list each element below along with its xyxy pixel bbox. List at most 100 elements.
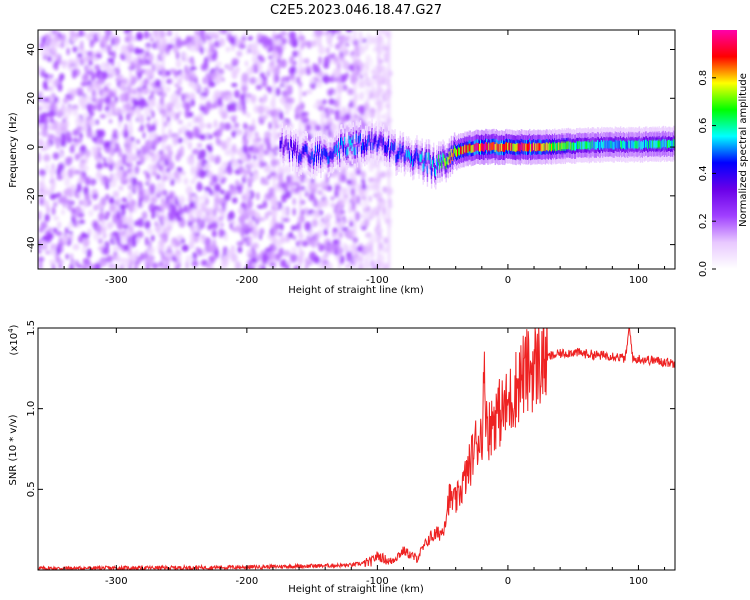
spectrogram-cell <box>84 176 91 186</box>
spectrogram-ridge-cell <box>484 143 486 152</box>
snr-y-tick-label: 0.5 <box>26 481 37 497</box>
spectrogram-cell <box>235 224 240 233</box>
spectrogram-ridge-cell <box>354 147 357 156</box>
spectrogram-cell <box>234 261 242 269</box>
spectrogram-cell <box>51 206 56 216</box>
spectrogram-cell <box>100 196 107 207</box>
spectrogram-cell <box>332 227 338 234</box>
spectrogram-ridge-cell <box>414 153 416 162</box>
spectrogram-cell <box>192 252 198 260</box>
spectrogram-cell <box>324 221 331 229</box>
spectrogram-cell <box>164 158 169 167</box>
spectrogram-ridge-cell <box>339 151 341 159</box>
spectrogram-ridge-cell <box>345 146 347 155</box>
spectrogram-ridge-cell <box>326 151 328 160</box>
snr-series-line <box>38 328 675 570</box>
spectrogram-cell <box>208 189 214 196</box>
snr-scale-suffix: ) <box>9 324 20 328</box>
spectrogram-ridge-cell <box>393 144 395 153</box>
spectrogram-cell <box>76 87 83 92</box>
colorbar-tick-label: 0.2 <box>698 213 709 229</box>
spectrogram-cell <box>257 105 265 115</box>
spectrogram-cell <box>132 88 138 96</box>
spectrogram-cell <box>247 253 255 259</box>
spectrogram-cell <box>91 146 98 152</box>
spectrogram-cell <box>218 216 224 222</box>
spectrogram-ridge-cell <box>474 143 477 152</box>
spectrogram-ridge-cell <box>649 140 651 148</box>
spectrogram-cell <box>231 82 238 88</box>
spectrogram-cell <box>381 200 386 207</box>
spectrogram-cell <box>118 185 124 191</box>
snr-y-ticks: 0.5 1.0 1.5 <box>26 320 675 497</box>
spectrogram-cell <box>169 37 176 44</box>
spectrogram-cell <box>368 177 374 183</box>
spectrogram-cell <box>234 179 240 187</box>
spectrogram-cell <box>67 168 74 179</box>
snr-background <box>38 328 675 570</box>
spectrogram-cell <box>283 81 288 89</box>
spectrogram-cell <box>189 92 196 102</box>
spectrogram-cell <box>169 193 174 200</box>
spectrogram-cell <box>324 249 329 259</box>
spectrogram-ridge-cell <box>587 140 589 149</box>
spectrogram-cell <box>199 169 206 179</box>
spectrogram-cell <box>50 174 54 181</box>
spectrogram-cell <box>365 97 370 103</box>
spectrogram-cell <box>238 42 244 48</box>
spectrogram-cell <box>65 253 69 260</box>
spectrogram-cell <box>286 260 292 266</box>
spectrogram-cell <box>45 250 51 255</box>
spectrogram-cell <box>145 50 150 57</box>
spectrogram-cell <box>77 151 84 159</box>
spectrogram-cell <box>100 129 105 138</box>
spectrogram-cell <box>92 132 97 138</box>
spectrogram-ridge-cell <box>603 140 605 149</box>
spectrogram-cell <box>97 202 103 208</box>
spectrogram-ridge-cell <box>483 144 485 152</box>
spectrogram-cell <box>177 86 183 93</box>
spectrogram-cell <box>231 69 239 76</box>
spectrogram-cell <box>131 176 138 187</box>
spectrogram-ridge-cell <box>443 154 445 163</box>
spectrogram-ridge-cell <box>654 139 656 148</box>
spectrogram-cell <box>277 166 285 176</box>
spectrogram-cell <box>93 204 99 211</box>
spectrogram-cell <box>372 181 379 191</box>
spectrogram-cell <box>88 209 94 217</box>
spectrogram-cell <box>78 219 85 225</box>
spectrogram-cell <box>315 80 323 88</box>
spectrogram-cell <box>213 119 218 129</box>
spectrogram-cell <box>247 219 255 228</box>
spectrogram-cell <box>121 153 126 163</box>
spectrogram-cell <box>292 235 297 241</box>
spectrogram-cell <box>205 101 212 110</box>
spectrogram-ridge-cell <box>627 141 629 150</box>
spectrogram-ridge-cell <box>402 145 405 154</box>
snr-y-scale-factor: (x104) <box>7 324 20 355</box>
spectrogram-ridge-cell <box>430 167 433 176</box>
spectrogram-cell <box>56 231 63 237</box>
spectrogram-ridge-cell <box>526 143 529 152</box>
spectrogram-cell <box>345 30 353 33</box>
spectrogram-cell <box>206 144 212 150</box>
spectrogram-y-tick-label: 40 <box>26 43 37 56</box>
spectrogram-cell <box>327 37 332 42</box>
spectrogram-cell <box>39 240 47 247</box>
spectrogram-cell <box>304 187 308 193</box>
spectrogram-ridge-cell <box>500 143 503 151</box>
spectrogram-cell <box>219 222 224 228</box>
spectrogram-cell <box>188 111 194 118</box>
spectrogram-cell <box>192 175 198 180</box>
spectrogram-cell <box>321 192 326 199</box>
spectrogram-cell <box>205 263 211 268</box>
spectrogram-cell <box>147 138 152 148</box>
spectrogram-ridge-cell <box>421 151 423 160</box>
spectrogram-cell <box>324 124 331 130</box>
spectrogram-cell <box>205 72 210 79</box>
spectrogram-cell <box>218 139 222 147</box>
spectrogram-cell <box>144 106 151 117</box>
spectrogram-ridge-cell <box>531 143 533 152</box>
spectrogram-cell <box>311 219 319 228</box>
spectrogram-ridge-cell <box>525 143 528 152</box>
